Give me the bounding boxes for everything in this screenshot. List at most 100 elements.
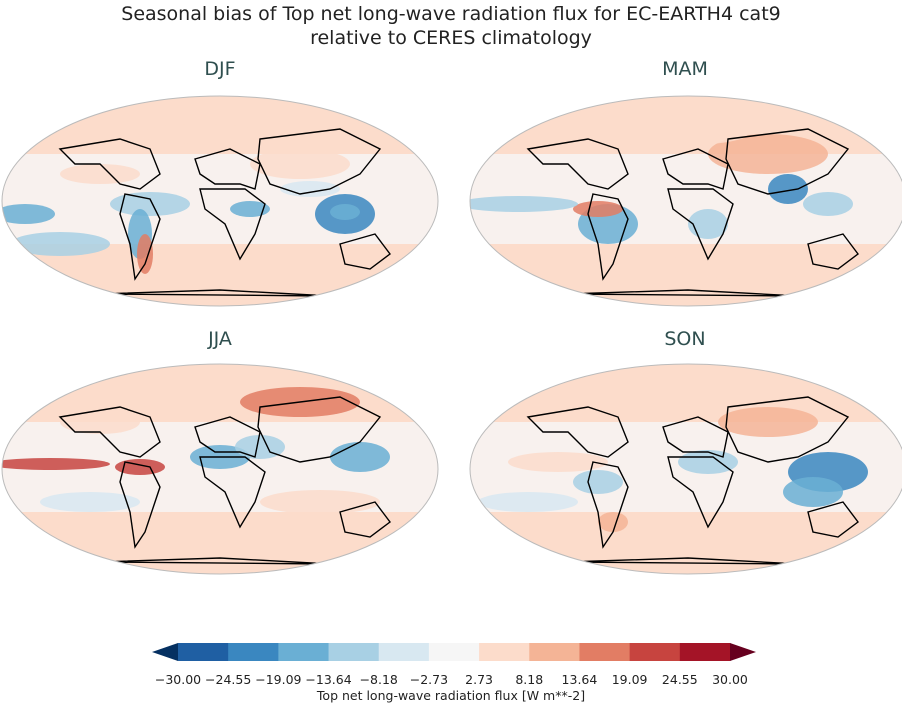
coastline: [667, 188, 734, 261]
coastline: [587, 461, 629, 549]
colorbar-label: Top net long-wave radiation flux [W m**-…: [316, 688, 586, 703]
map-boundary: [469, 363, 902, 575]
tropical-band: [2, 154, 438, 244]
bias-region: [588, 122, 748, 146]
coastline: [725, 396, 850, 463]
bias-region: [573, 470, 623, 494]
colorbar-segment: [479, 643, 530, 661]
figure-subtitle: relative to CERES climatology: [310, 27, 592, 49]
bias-region: [330, 204, 360, 220]
map-boundary: [1, 363, 439, 575]
colorbar-segment: [278, 643, 330, 661]
panel-title-son: SON: [664, 328, 706, 350]
colorbar-tick-label: −2.73: [409, 672, 449, 687]
coastline: [725, 128, 850, 195]
bias-region: [260, 490, 380, 514]
map-djf: [1, 95, 439, 307]
coastline: [339, 233, 391, 270]
coastline: [58, 138, 161, 190]
map-son: [469, 363, 902, 575]
colorbar-tick-label: 13.64: [561, 672, 598, 687]
colorbar-segment: [428, 643, 480, 661]
bias-region: [768, 174, 808, 204]
coastline: [119, 461, 161, 549]
colorbar-tick-label: −30.00: [154, 672, 202, 687]
coastline: [339, 501, 391, 538]
colorbar-tick-label: −24.55: [205, 672, 252, 687]
bias-region: [598, 512, 628, 532]
coastline: [667, 456, 734, 529]
colorbar-tick-label: 30.00: [712, 672, 748, 687]
colorbar-tick-label: −13.64: [305, 672, 352, 687]
map-mam: [469, 95, 902, 307]
bias-region: [2, 204, 55, 224]
coastline: [587, 193, 629, 281]
colorbar-tick-label: 8.18: [515, 672, 544, 687]
bias-region: [10, 232, 110, 256]
coastline: [807, 501, 859, 538]
coastline: [257, 396, 382, 463]
bias-region: [250, 149, 350, 179]
coastline: [526, 406, 629, 458]
coastline: [194, 416, 261, 458]
coastline: [567, 289, 799, 297]
bias-region: [688, 209, 728, 239]
bias-region: [668, 249, 828, 279]
coastline: [567, 557, 799, 565]
map-jja: [1, 363, 439, 575]
colorbar-tick-label: 24.55: [661, 672, 698, 687]
bias-region: [718, 407, 818, 437]
coastline: [199, 456, 266, 529]
figure-title: Seasonal bias of Top net long-wave radia…: [121, 3, 781, 25]
bias-region: [235, 435, 285, 459]
coastline: [58, 406, 161, 458]
coastline: [194, 148, 261, 190]
coastline: [526, 138, 629, 190]
colorbar: [152, 643, 756, 661]
coastline: [99, 557, 331, 565]
bias-region: [708, 134, 828, 174]
coastline: [119, 193, 161, 281]
colorbar-extend-max: [730, 643, 756, 661]
bias-region: [803, 192, 853, 216]
bias-region: [230, 201, 270, 217]
colorbar-segment: [579, 643, 631, 661]
coastline: [662, 416, 729, 458]
bias-region: [688, 512, 848, 552]
colorbar-segment: [529, 643, 580, 661]
bias-region: [60, 410, 140, 434]
colorbar-tick-label: −8.18: [359, 672, 398, 687]
colorbar-extend-min: [152, 643, 178, 661]
bias-region: [40, 492, 140, 512]
bias-region: [470, 196, 578, 212]
bias-region: [330, 442, 390, 472]
bias-region: [478, 492, 578, 512]
colorbar-tick-label: 2.73: [465, 672, 493, 687]
colorbar-segment: [679, 643, 731, 661]
coastline: [99, 289, 331, 297]
coastline: [662, 148, 729, 190]
bias-region: [137, 234, 153, 274]
bias-region: [508, 257, 628, 281]
colorbar-segment: [328, 643, 380, 661]
bias-region: [573, 201, 623, 217]
coastline: [807, 233, 859, 270]
colorbar-tick-label: 19.09: [611, 672, 648, 687]
colorbar-tick-label: −19.09: [255, 672, 302, 687]
coastline: [199, 188, 266, 261]
panel-title-mam: MAM: [662, 58, 708, 80]
coastline: [257, 128, 382, 195]
map-boundary: [1, 95, 439, 307]
bias-region: [508, 452, 608, 472]
colorbar-segment: [178, 643, 229, 661]
panel-title-jja: JJA: [208, 328, 232, 350]
colorbar-segment: [228, 643, 279, 661]
map-boundary: [469, 95, 902, 307]
colorbar-segment: [629, 643, 681, 661]
bias-region: [678, 450, 738, 474]
bias-region: [2, 458, 110, 470]
bias-region: [110, 192, 190, 216]
colorbar-segment: [378, 643, 430, 661]
bias-region: [140, 124, 260, 144]
